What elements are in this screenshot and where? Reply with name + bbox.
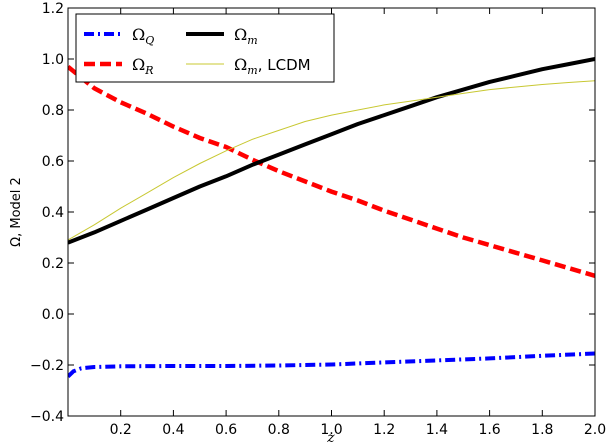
series-line-0 (68, 351, 595, 378)
x-tick-label: 0.4 (162, 422, 184, 438)
x-tick-label: 2.0 (584, 422, 606, 438)
ticks-layer: 0.2 0.4 0.6 0.8 1.0 1.2 1.4 1.6 1.8 2.0 −0.4 −0.2 0.… (30, 1, 606, 438)
y-tick-label: 0.0 (42, 307, 64, 323)
legend-label-2: Ωm (234, 25, 258, 47)
y-axis-label: Ω, Model 2 (9, 177, 24, 247)
x-tick-label: 1.8 (531, 422, 553, 438)
y-tick-label: 1.0 (42, 52, 64, 68)
x-tick-label: 1.0 (320, 422, 342, 438)
x-axis-label: z (326, 430, 335, 444)
series-layer (68, 57, 595, 378)
legend-label-1: ΩR (132, 55, 154, 77)
y-tick-label: 0.6 (42, 154, 64, 170)
y-tick-label: −0.2 (30, 358, 64, 374)
legend-label-3: Ωm, LCDM (234, 55, 311, 77)
legend-label-0: ΩQ (132, 25, 154, 47)
y-tick-label: 1.2 (42, 1, 64, 17)
x-tick-label: 0.8 (268, 422, 290, 438)
x-tick-label: 1.6 (478, 422, 500, 438)
y-tick-label: 0.2 (42, 256, 64, 272)
series-line-3 (68, 80, 595, 241)
series-line-2 (68, 57, 595, 245)
legend-frame (75, 13, 335, 83)
x-tick-label: 1.2 (373, 422, 395, 438)
x-tick-label: 0.2 (110, 422, 132, 438)
x-tick-label: 1.4 (426, 422, 448, 438)
y-tick-label: 0.8 (42, 103, 64, 119)
y-tick-label: 0.4 (42, 205, 64, 221)
x-tick-label: 0.6 (215, 422, 237, 438)
series-line-1 (68, 64, 595, 278)
y-tick-label: −0.4 (30, 409, 64, 425)
legend: ΩQ ΩR Ωm Ωm, LCDM (75, 13, 335, 83)
